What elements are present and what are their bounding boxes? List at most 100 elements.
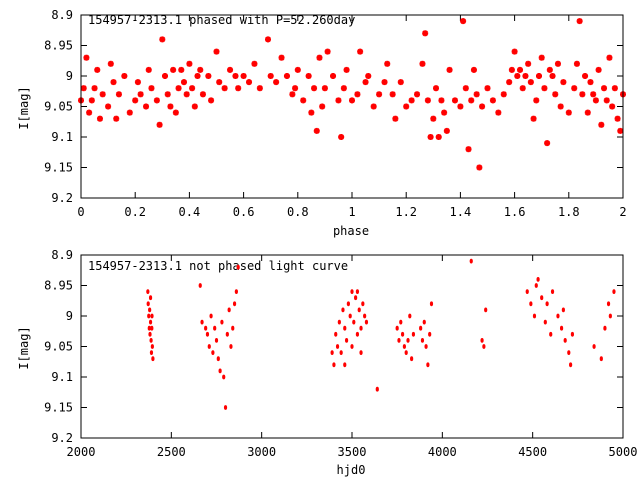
data-point-stroke — [546, 66, 553, 73]
data-point-stroke — [601, 85, 607, 92]
data-point-stroke — [557, 103, 564, 110]
data-point — [595, 66, 602, 73]
data-point-stroke — [408, 97, 415, 104]
data-point — [337, 319, 341, 325]
data-point — [225, 331, 229, 337]
data-point-stroke — [576, 18, 583, 25]
data-point-stroke — [598, 121, 605, 128]
data-point — [175, 85, 182, 92]
data-point — [167, 103, 174, 110]
data-point-stroke — [121, 73, 128, 79]
data-point-stroke — [606, 54, 613, 61]
data-point — [332, 362, 336, 368]
data-point — [146, 289, 150, 294]
data-point — [289, 91, 296, 98]
data-point-stroke — [135, 79, 141, 86]
data-point-stroke — [256, 85, 263, 92]
data-point — [180, 79, 187, 86]
data-point — [599, 356, 603, 362]
data-point — [86, 109, 93, 116]
data-point — [207, 344, 211, 349]
data-point-stroke — [422, 30, 429, 37]
data-point-stroke — [164, 91, 171, 98]
data-point-stroke — [221, 85, 228, 92]
data-point — [178, 66, 185, 73]
data-point — [357, 48, 364, 55]
data-point — [410, 356, 414, 362]
data-point — [511, 48, 518, 55]
data-point-stroke — [88, 97, 95, 104]
data-point — [536, 277, 540, 282]
data-point-stroke — [419, 60, 426, 67]
data-point — [146, 301, 150, 307]
data-point — [460, 18, 467, 25]
data-point — [556, 313, 560, 319]
data-point — [147, 325, 151, 331]
data-point-stroke — [536, 73, 542, 79]
data-point — [408, 97, 415, 104]
data-point — [273, 79, 280, 86]
data-point — [590, 91, 597, 98]
data-point — [522, 73, 529, 79]
plot-frame — [80, 254, 624, 439]
data-point — [159, 36, 166, 43]
data-point — [443, 127, 450, 134]
data-point — [147, 313, 151, 319]
data-point — [489, 97, 496, 104]
data-point — [617, 127, 624, 134]
data-point — [408, 313, 412, 319]
axis-ticks: 0 0.2 0.4 0.6 0.8 1 1.2 1.4 1.6 1.8 2 8.9 8.95 9 9.05 9… — [44, 8, 627, 219]
data-point — [363, 313, 367, 319]
data-point-stroke — [313, 127, 320, 134]
data-point-stroke — [403, 103, 410, 110]
data-point — [148, 319, 153, 325]
data-point-stroke — [530, 115, 537, 122]
data-point-stroke — [343, 66, 350, 73]
data-point — [359, 325, 363, 331]
data-point — [246, 79, 253, 86]
data-point — [105, 103, 112, 110]
data-point-stroke — [175, 85, 182, 92]
data-point — [525, 60, 532, 67]
data-point — [189, 85, 196, 92]
data-point — [341, 307, 345, 313]
data-point — [205, 331, 210, 337]
data-point — [151, 356, 155, 362]
data-point-stroke — [500, 91, 507, 98]
data-point — [91, 85, 98, 92]
data-point-stroke — [172, 109, 179, 116]
data-point — [357, 307, 361, 313]
data-point-stroke — [565, 109, 572, 116]
data-point — [200, 319, 204, 325]
data-point-stroke — [592, 97, 599, 104]
data-point — [211, 350, 215, 355]
data-point — [569, 362, 573, 368]
y-tick-label: 8.95 — [44, 279, 73, 293]
data-point — [232, 73, 239, 79]
data-point — [145, 66, 152, 73]
data-point-stroke — [251, 60, 258, 67]
data-point — [214, 338, 219, 343]
data-point-stroke — [552, 91, 559, 98]
y-tick-label: 9.15 — [44, 161, 73, 175]
data-point-stroke — [365, 73, 372, 79]
data-point — [598, 121, 605, 128]
data-point-stroke — [424, 97, 431, 104]
data-point — [354, 295, 358, 301]
data-point — [311, 85, 318, 92]
data-point — [532, 313, 537, 319]
data-point-stroke — [541, 85, 548, 92]
data-point-stroke — [582, 73, 588, 79]
data-point — [334, 331, 338, 337]
data-point — [199, 91, 206, 98]
data-point — [236, 264, 240, 270]
data-point — [609, 103, 616, 110]
data-point — [172, 109, 179, 116]
data-point — [186, 60, 193, 67]
data-point — [508, 66, 515, 73]
data-point — [479, 103, 486, 110]
data-point — [313, 127, 320, 134]
data-point — [446, 66, 453, 73]
data-point — [603, 325, 607, 331]
data-point-stroke — [197, 66, 204, 73]
